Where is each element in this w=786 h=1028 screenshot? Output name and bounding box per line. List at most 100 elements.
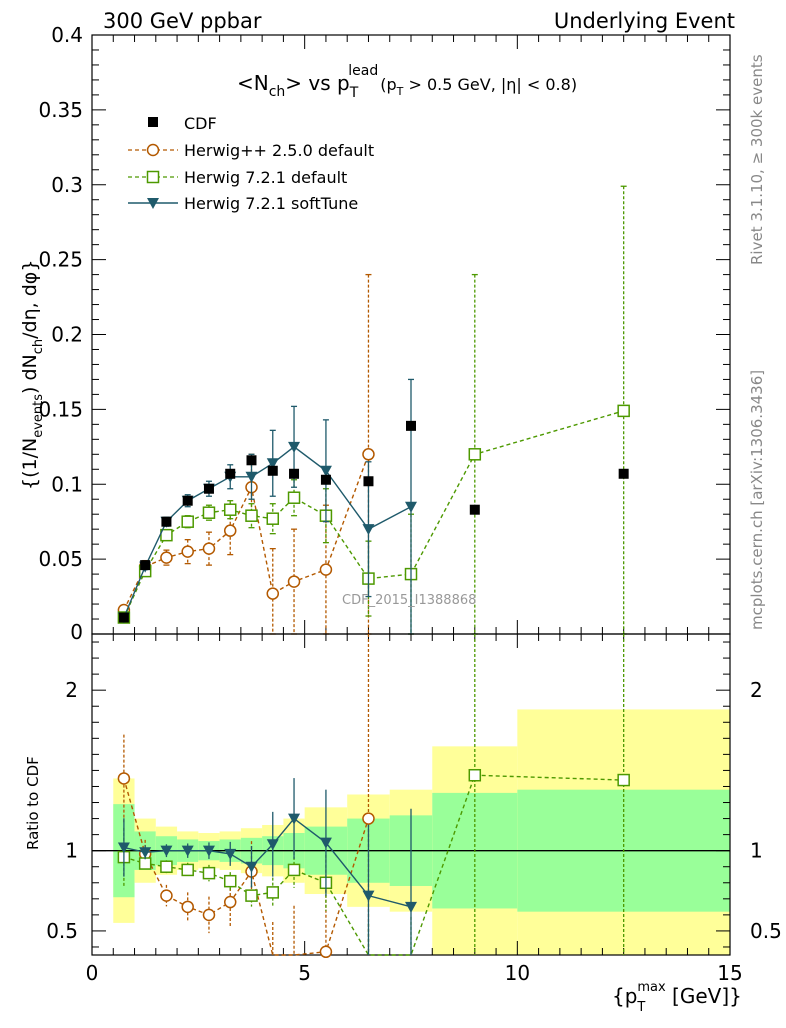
series-cdf bbox=[118, 420, 629, 623]
ratio-tick-label-right: 1 bbox=[750, 839, 763, 863]
cdf-point bbox=[320, 474, 331, 485]
herwigpp-point bbox=[202, 542, 216, 555]
ratio-axis-label: Ratio to CDF bbox=[24, 756, 42, 850]
ratio-tick-label: 0.5 bbox=[46, 919, 78, 943]
legend-marker-herwig721 bbox=[146, 170, 160, 184]
herwig721-point bbox=[160, 860, 173, 873]
y-axis-label-ch: ch bbox=[31, 339, 46, 354]
legend: CDF Herwig++ 2.5.0 default Herwig 7.2.1 … bbox=[128, 114, 374, 213]
herwigpp-point bbox=[223, 895, 237, 909]
herwig721-line bbox=[123, 410, 624, 618]
softtune-point bbox=[139, 847, 152, 859]
herwigpp-point bbox=[160, 889, 173, 902]
herwig721-point bbox=[287, 863, 301, 877]
herwig721-point bbox=[202, 506, 216, 519]
herwig721-point bbox=[223, 874, 237, 888]
softtune-point bbox=[405, 501, 417, 513]
herwigpp-point bbox=[202, 908, 216, 922]
y-axis-label-main: {(1/N bbox=[19, 438, 41, 490]
ratio-series-herwigpp bbox=[117, 634, 375, 959]
softtune-point bbox=[319, 837, 332, 849]
herwig721-point bbox=[160, 528, 173, 542]
cdf-point bbox=[118, 612, 129, 623]
legend-marker-softtune bbox=[147, 198, 159, 209]
herwigpp-point bbox=[319, 563, 333, 576]
mcplots-label: mcplots.cern.ch [arXiv:1306.3436] bbox=[748, 370, 766, 630]
ratio-tick-label-right: 2 bbox=[750, 678, 763, 702]
y-tick-label: 0.15 bbox=[38, 397, 83, 421]
herwigpp-point bbox=[223, 524, 237, 537]
x-tick-label: 5 bbox=[298, 961, 311, 985]
herwig721-point bbox=[266, 886, 280, 899]
cdf-point bbox=[225, 468, 236, 479]
herwig721-point bbox=[245, 889, 258, 902]
rivet-label: Rivet 3.1.10, ≥ 300k events bbox=[748, 54, 766, 265]
plot-title: <Nch> vs pTlead(pT > 0.5 GeV, |η| < 0.8) bbox=[237, 63, 577, 101]
softtune-point bbox=[266, 458, 279, 470]
herwig721-point bbox=[287, 491, 301, 504]
plot-title-cutT: T bbox=[396, 85, 404, 98]
herwig721-point bbox=[202, 866, 216, 880]
y-axis-label-events: events bbox=[31, 394, 46, 438]
softtune-line bbox=[123, 445, 412, 618]
plot-title-vs: > vs p bbox=[285, 71, 349, 95]
herwig721-point bbox=[617, 404, 630, 418]
herwigpp-point bbox=[287, 575, 301, 588]
herwigpp-point bbox=[319, 945, 333, 959]
herwigpp-point bbox=[362, 812, 375, 825]
cdf-point bbox=[618, 468, 629, 479]
x-axis-label-sup: max bbox=[637, 980, 666, 995]
softtune-point bbox=[181, 845, 194, 857]
plot-title-T: T bbox=[349, 85, 359, 101]
herwig721-point bbox=[138, 857, 152, 870]
softtune-point bbox=[245, 471, 258, 483]
herwig721-point bbox=[245, 509, 258, 522]
main-panel: 0.05 0.1 0.15 0.2 0.25 0.3 0.35 0.4 0 CDF_2015_I… bbox=[19, 23, 731, 644]
analysis-watermark: CDF_2015_I1388868 bbox=[342, 593, 476, 608]
x-axis-label: {pTmax [GeV]} bbox=[612, 980, 742, 1015]
softtune-ratio-line bbox=[123, 817, 412, 908]
softtune-point bbox=[202, 845, 215, 857]
herwigpp-point bbox=[160, 551, 173, 564]
x-axis-label-end: [GeV]} bbox=[666, 984, 742, 1008]
cdf-point bbox=[363, 476, 374, 487]
y-tick-label: 0.1 bbox=[51, 472, 83, 496]
plot-title-lead: lead bbox=[348, 63, 378, 79]
y-tick-label: 0.35 bbox=[38, 98, 83, 122]
x-tick-label: 10 bbox=[505, 961, 530, 985]
legend-label-softtune: Herwig 7.2.1 softTune bbox=[184, 194, 358, 213]
legend-marker-cdf bbox=[148, 117, 158, 127]
herwig721-point bbox=[617, 773, 630, 787]
ratio-panel-ticks: 0.5 0.5 1 1 2 2 bbox=[46, 634, 782, 955]
ratio-tick-label-right: 0.5 bbox=[750, 919, 782, 943]
ratio-panel: 0.5 0.5 1 1 2 2 Ratio to CDF bbox=[24, 633, 782, 959]
cdf-point bbox=[246, 455, 257, 466]
softtune-point bbox=[319, 465, 332, 477]
legend-label-cdf: CDF bbox=[184, 114, 217, 133]
x-tick-labels: 0 5 10 15 bbox=[86, 961, 743, 985]
herwigpp-point bbox=[362, 448, 375, 461]
herwigpp-point bbox=[266, 587, 280, 600]
y-axis-label-end: /dη, dφ} bbox=[19, 260, 41, 339]
herwig721-point bbox=[468, 768, 482, 782]
legend-marker-herwigpp bbox=[146, 143, 160, 157]
ratio-tick-label: 2 bbox=[65, 678, 78, 702]
y-tick-label: 0.2 bbox=[51, 323, 83, 347]
plot-title-cutRest: > 0.5 GeV, |η| < 0.8) bbox=[403, 75, 577, 94]
plot-title-main: <N bbox=[237, 71, 269, 95]
x-tick-label: 0 bbox=[86, 961, 99, 985]
y-axis-label-mid: ) dN bbox=[19, 354, 41, 394]
header-right: Underlying Event bbox=[554, 9, 735, 33]
herwigpp-point bbox=[181, 545, 194, 558]
softtune-point bbox=[288, 441, 301, 453]
x-tick-label: 15 bbox=[717, 961, 742, 985]
ratio-series-softtune bbox=[117, 778, 417, 955]
y-axis-label: {(1/Nevents) dNch/dη, dφ} bbox=[19, 260, 46, 490]
cdf-point bbox=[161, 516, 172, 527]
x-axis-label-main: {p bbox=[612, 984, 637, 1008]
herwigpp-point bbox=[181, 900, 194, 914]
main-panel-plot bbox=[117, 185, 630, 635]
softtune-point bbox=[362, 524, 375, 536]
legend-label-herwigpp: Herwig++ 2.5.0 default bbox=[184, 141, 374, 160]
